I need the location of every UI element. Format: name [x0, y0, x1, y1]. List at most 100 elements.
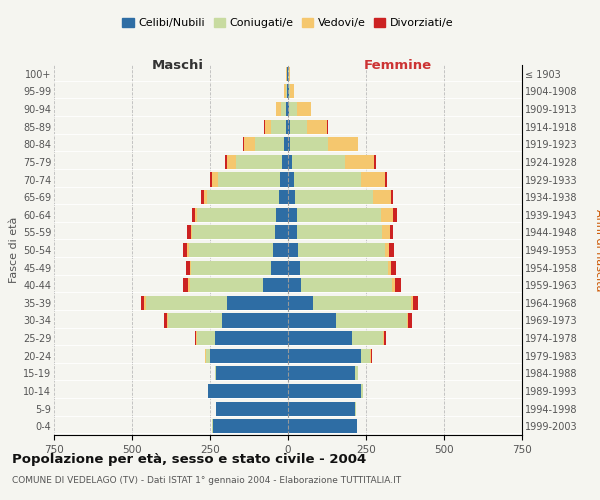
- Bar: [281, 102, 286, 116]
- Bar: [390, 226, 394, 239]
- Bar: [278, 190, 288, 204]
- Bar: [223, 314, 288, 328]
- Bar: [215, 331, 288, 345]
- Bar: [374, 155, 376, 169]
- Bar: [283, 155, 288, 169]
- Bar: [212, 419, 213, 433]
- Bar: [361, 384, 362, 398]
- Bar: [361, 172, 385, 186]
- Bar: [288, 419, 356, 433]
- Bar: [292, 155, 345, 169]
- Bar: [197, 331, 215, 345]
- Bar: [212, 172, 218, 186]
- Bar: [215, 402, 216, 415]
- Bar: [271, 260, 288, 274]
- Bar: [384, 331, 386, 345]
- Bar: [361, 348, 370, 363]
- Text: Popolazione per età, sesso e stato civile - 2004: Popolazione per età, sesso e stato civil…: [12, 452, 366, 466]
- Bar: [263, 278, 288, 292]
- Bar: [297, 102, 311, 116]
- Bar: [195, 208, 197, 222]
- Bar: [188, 278, 190, 292]
- Bar: [373, 190, 391, 204]
- Bar: [295, 190, 373, 204]
- Bar: [298, 226, 382, 239]
- Bar: [288, 314, 337, 328]
- Bar: [190, 260, 191, 274]
- Bar: [383, 331, 384, 345]
- Bar: [218, 172, 280, 186]
- Bar: [288, 84, 289, 98]
- Bar: [395, 278, 401, 292]
- Bar: [288, 331, 352, 345]
- Bar: [286, 84, 287, 98]
- Bar: [290, 137, 328, 152]
- Bar: [227, 155, 236, 169]
- Bar: [254, 137, 284, 152]
- Bar: [370, 348, 371, 363]
- Bar: [189, 243, 273, 257]
- Y-axis label: Anni di nascita: Anni di nascita: [594, 209, 600, 291]
- Bar: [192, 208, 195, 222]
- Bar: [288, 120, 290, 134]
- Bar: [141, 296, 145, 310]
- Bar: [216, 366, 288, 380]
- Bar: [300, 260, 388, 274]
- Bar: [244, 137, 254, 152]
- Bar: [287, 84, 288, 98]
- Bar: [287, 67, 288, 81]
- Bar: [225, 155, 227, 169]
- Bar: [243, 137, 244, 152]
- Bar: [289, 67, 290, 81]
- Bar: [288, 278, 301, 292]
- Bar: [345, 155, 374, 169]
- Bar: [327, 120, 328, 134]
- Bar: [197, 208, 276, 222]
- Bar: [185, 260, 190, 274]
- Bar: [385, 243, 389, 257]
- Bar: [293, 172, 361, 186]
- Bar: [288, 402, 355, 415]
- Bar: [286, 120, 288, 134]
- Bar: [313, 296, 411, 310]
- Bar: [192, 226, 275, 239]
- Bar: [207, 190, 278, 204]
- Bar: [265, 120, 271, 134]
- Bar: [388, 260, 391, 274]
- Bar: [288, 102, 289, 116]
- Bar: [288, 260, 300, 274]
- Bar: [191, 226, 192, 239]
- Bar: [275, 226, 288, 239]
- Bar: [187, 226, 191, 239]
- Bar: [290, 84, 293, 98]
- Bar: [227, 296, 288, 310]
- Bar: [271, 120, 286, 134]
- Bar: [146, 296, 227, 310]
- Bar: [286, 102, 288, 116]
- Bar: [187, 243, 189, 257]
- Bar: [328, 137, 358, 152]
- Bar: [288, 226, 298, 239]
- Text: Maschi: Maschi: [152, 60, 204, 72]
- Bar: [288, 366, 355, 380]
- Bar: [298, 243, 385, 257]
- Bar: [208, 384, 288, 398]
- Bar: [184, 278, 188, 292]
- Bar: [284, 84, 286, 98]
- Bar: [382, 226, 390, 239]
- Bar: [301, 278, 392, 292]
- Legend: Celibi/Nubili, Coniugati/e, Vedovi/e, Divorziati/e: Celibi/Nubili, Coniugati/e, Vedovi/e, Di…: [118, 13, 458, 32]
- Bar: [288, 384, 361, 398]
- Bar: [288, 137, 290, 152]
- Bar: [204, 190, 207, 204]
- Bar: [184, 243, 187, 257]
- Bar: [167, 314, 168, 328]
- Bar: [277, 102, 281, 116]
- Bar: [297, 208, 381, 222]
- Text: COMUNE DI VEDELAGO (TV) - Dati ISTAT 1° gennaio 2004 - Elaborazione TUTTITALIA.I: COMUNE DI VEDELAGO (TV) - Dati ISTAT 1° …: [12, 476, 401, 485]
- Bar: [236, 155, 283, 169]
- Bar: [289, 84, 290, 98]
- Bar: [195, 331, 196, 345]
- Bar: [337, 314, 407, 328]
- Bar: [381, 208, 393, 222]
